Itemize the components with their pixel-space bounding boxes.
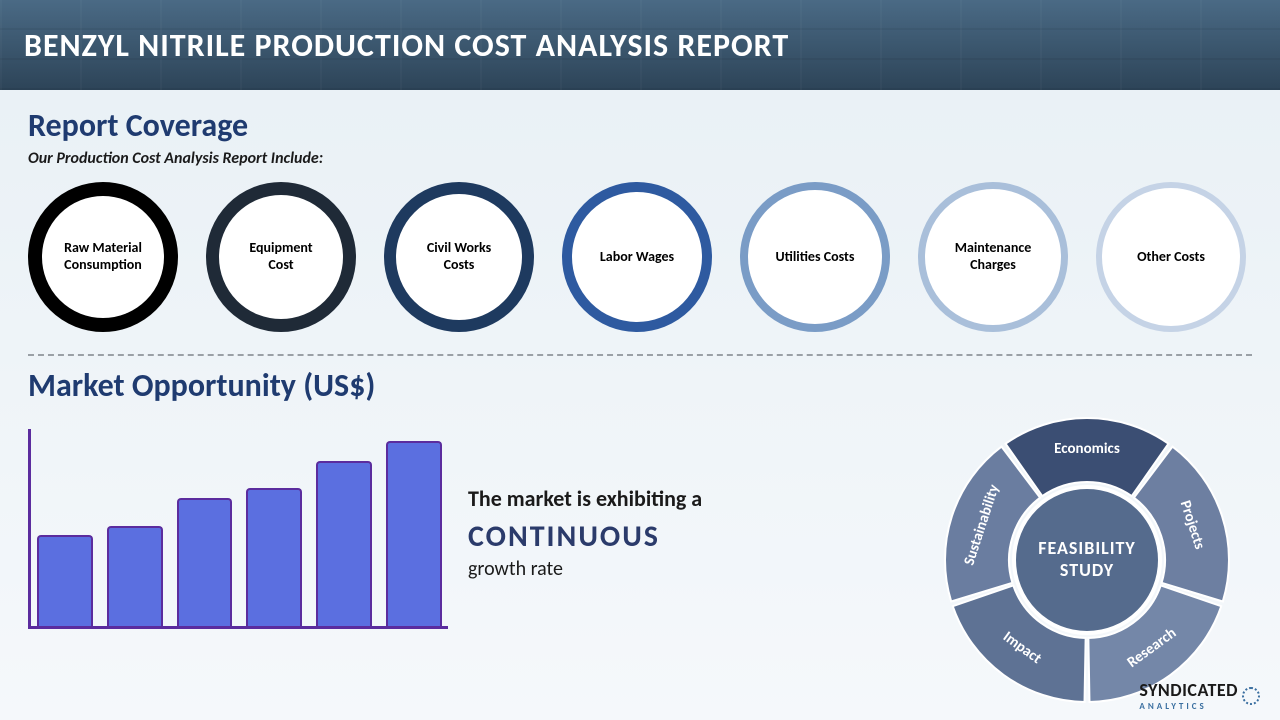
page-title: BENZYL NITRILE PRODUCTION COST ANALYSIS …: [24, 26, 789, 65]
brand-subline: ANALYTICS: [1139, 701, 1238, 712]
market-opportunity-section: Market Opportunity (US$): [0, 356, 1280, 405]
coverage-ring-label: Labor Wages: [600, 249, 674, 266]
bar-chart: [28, 429, 448, 629]
bar: [386, 441, 442, 626]
growth-emphasis: CONTINUOUS: [468, 518, 912, 555]
brand-icon: [1242, 687, 1260, 705]
coverage-ring-label: Equipment Cost: [237, 240, 325, 274]
coverage-ring: Labor Wages: [562, 182, 712, 332]
coverage-ring: Maintenance Charges: [918, 182, 1068, 332]
feasibility-wheel-wrap: FEASIBILITY STUDY EconomicsProjectsResea…: [922, 415, 1252, 705]
feasibility-wheel: FEASIBILITY STUDY EconomicsProjectsResea…: [942, 415, 1232, 705]
coverage-ring-label: Utilities Costs: [775, 249, 854, 266]
coverage-title: Report Coverage: [28, 106, 1252, 145]
growth-text-block: The market is exhibiting a CONTINUOUS gr…: [458, 415, 912, 705]
coverage-subtitle: Our Production Cost Analysis Report Incl…: [28, 149, 1252, 168]
coverage-ring: Other Costs: [1096, 182, 1246, 332]
report-coverage-section: Report Coverage Our Production Cost Anal…: [0, 90, 1280, 332]
bar: [37, 535, 93, 626]
lower-row: The market is exhibiting a CONTINUOUS gr…: [0, 405, 1280, 705]
coverage-rings-row: Raw Material Consumption Equipment Cost Ci…: [28, 182, 1252, 332]
header-band: BENZYL NITRILE PRODUCTION COST ANALYSIS …: [0, 0, 1280, 90]
growth-prefix: The market is exhibiting a: [468, 485, 912, 512]
opportunity-title: Market Opportunity (US$): [28, 366, 1252, 405]
coverage-ring-label: Raw Material Consumption: [60, 240, 146, 274]
coverage-ring-label: Maintenance Charges: [943, 240, 1043, 274]
bar: [246, 488, 302, 626]
bar: [316, 461, 372, 626]
coverage-ring: Equipment Cost: [206, 182, 356, 332]
coverage-ring-label: Civil Works Costs: [414, 240, 504, 274]
coverage-ring: Civil Works Costs: [384, 182, 534, 332]
growth-suffix: growth rate: [468, 557, 912, 581]
brand-name: SYNDICATED: [1139, 679, 1238, 701]
brand-logo: SYNDICATED ANALYTICS: [1139, 679, 1260, 712]
coverage-ring: Utilities Costs: [740, 182, 890, 332]
feasibility-segment-label: Economics: [1037, 440, 1137, 458]
bar-chart-area: [28, 415, 448, 705]
coverage-ring-label: Other Costs: [1137, 249, 1205, 266]
coverage-ring: Raw Material Consumption: [28, 182, 178, 332]
bar: [177, 498, 233, 626]
bar: [107, 526, 163, 626]
feasibility-center: FEASIBILITY STUDY: [1012, 485, 1162, 635]
